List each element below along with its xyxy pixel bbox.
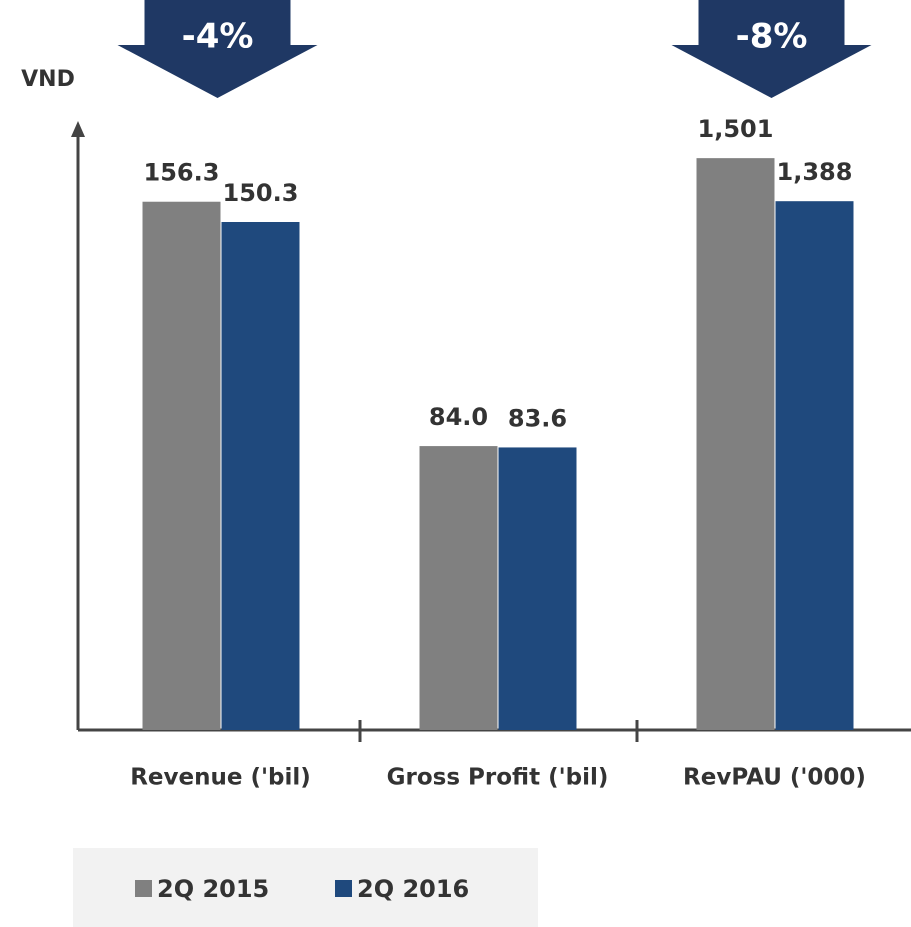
legend-swatch — [335, 880, 352, 897]
bar — [696, 158, 775, 731]
x-tick-label: RevPAU ('000) — [683, 765, 866, 791]
y-axis-label: VND — [21, 67, 75, 92]
legend-swatch — [135, 880, 152, 897]
annotation-arrow — [117, 0, 318, 98]
annotation-arrow — [671, 0, 872, 98]
bar — [775, 201, 854, 730]
data-label: 83.6 — [508, 404, 567, 432]
data-label: 156.3 — [144, 159, 220, 187]
data-label: 1,388 — [777, 158, 853, 186]
data-label: 150.3 — [223, 179, 299, 207]
data-label: 1,501 — [698, 115, 774, 143]
legend-label: 2Q 2015 — [157, 875, 269, 903]
bar — [419, 446, 498, 730]
annotation: -8% — [736, 17, 808, 57]
x-tick-label: Revenue ('bil) — [130, 765, 311, 791]
x-tick-label: Gross Profit ('bil) — [387, 765, 609, 791]
y-axis-arrow — [71, 121, 85, 137]
legend-label: 2Q 2016 — [357, 875, 469, 903]
data-label: 84.0 — [429, 403, 488, 431]
annotation: -4% — [182, 17, 254, 57]
bar — [498, 447, 577, 730]
bar — [142, 201, 221, 731]
bar — [221, 222, 300, 730]
